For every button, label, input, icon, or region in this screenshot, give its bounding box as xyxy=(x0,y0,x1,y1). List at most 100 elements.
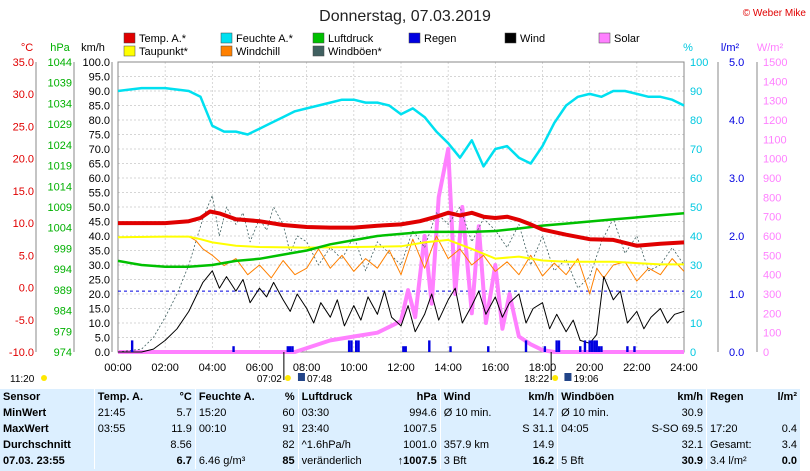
stats-cell: 5 Bft xyxy=(557,453,634,469)
legend-swatch xyxy=(220,32,233,44)
y-tick-label: 1009 xyxy=(48,202,72,214)
stats-cell: 91 xyxy=(282,423,295,435)
rain-bar xyxy=(347,340,351,352)
rain-bar xyxy=(595,340,598,352)
stats-cell: MinWert xyxy=(3,407,47,419)
x-tick-label: 24:00 xyxy=(670,362,698,374)
stats-header-cell: °C xyxy=(179,391,192,403)
y-tick-label: 50.0 xyxy=(89,202,110,214)
y-tick-label: 989 xyxy=(54,285,72,297)
y-tick-label: 0.0 xyxy=(95,347,110,359)
stats-cell: 03:30 xyxy=(297,405,383,421)
stats-cell: 1007.5 xyxy=(403,423,437,435)
y-tick-label: 10 xyxy=(690,318,702,330)
stats-cell xyxy=(439,421,509,437)
stats-cell: 3 Bft xyxy=(439,453,509,469)
axis-unit-label: l/m² xyxy=(721,42,740,54)
y-tick-label: 10.0 xyxy=(89,318,110,330)
y-tick-label: 300 xyxy=(763,289,781,301)
y-tick-label: 1400 xyxy=(763,76,787,88)
x-tick-label: 02:00 xyxy=(151,362,179,374)
legend-label: Solar xyxy=(614,33,640,45)
stats-cell: 6.7 xyxy=(176,455,192,467)
stats-cell: 15:20 xyxy=(194,405,275,421)
y-tick-label: 40.0 xyxy=(89,231,110,243)
legend-label: Windböen* xyxy=(328,46,383,58)
moon-icon xyxy=(297,373,305,381)
rain-bar xyxy=(232,346,235,352)
x-tick-label: 22:00 xyxy=(623,362,651,374)
series-line-windben xyxy=(117,194,685,353)
legend-swatch xyxy=(504,32,517,44)
stats-header-cell: km/h xyxy=(528,391,555,403)
y-tick-label: 0 xyxy=(690,347,696,359)
stats-cell: 0.4 xyxy=(781,423,797,435)
stats-header-cell: l/m² xyxy=(777,391,797,403)
series-line-luftdruck xyxy=(117,211,685,268)
y-tick-label: 984 xyxy=(54,306,72,318)
stats-cell: MaxWert xyxy=(3,423,49,435)
stats-cell: 5.7 xyxy=(176,407,192,419)
y-tick-label: 50 xyxy=(690,202,702,214)
y-tick-label: 1.0 xyxy=(729,289,744,301)
stats-row: 07.03. 23:55 6.7 6.46 g/m³ 85 veränderlich ↑1… xyxy=(0,453,800,469)
legend-swatch xyxy=(408,32,421,44)
y-tick-label: 1014 xyxy=(48,181,72,193)
stats-cell: ↑1007.5 xyxy=(397,455,437,467)
y-tick-label: 900 xyxy=(763,173,781,185)
y-tick-label: 500 xyxy=(763,250,781,262)
stats-header-row: Sensor Temp. A. °C Feuchte A.% Luftdruck hPa W… xyxy=(0,389,800,405)
stats-cell: S-SO 69.5 xyxy=(651,423,704,435)
y-tick-label: 30.0 xyxy=(89,260,110,272)
stats-cell: 00:10 xyxy=(194,421,275,437)
y-tick-label: 10.0 xyxy=(13,218,34,230)
y-tick-label: 974 xyxy=(54,347,72,359)
chart-axes: 00:00 02:00 04:00 06:00 08:00 10:00 12:00 14:00… xyxy=(9,42,788,374)
y-tick-label: 1034 xyxy=(48,98,72,110)
stats-header-cell: Feuchte A. xyxy=(194,389,275,405)
legend-swatch xyxy=(598,32,611,44)
rain-bar xyxy=(350,340,353,352)
y-tick-label: 80.0 xyxy=(89,115,110,127)
stats-header-cell: hPa xyxy=(416,391,437,403)
stats-cell: veränderlich xyxy=(297,453,383,469)
y-tick-label: 25.0 xyxy=(89,275,110,287)
legend-label: Regen xyxy=(424,33,456,45)
y-tick-label: 3.0 xyxy=(729,173,744,185)
x-tick-label: 14:00 xyxy=(434,362,462,374)
y-tick-label: 0.0 xyxy=(729,347,744,359)
y-tick-label: 55.0 xyxy=(89,188,110,200)
rain-bar xyxy=(487,346,490,352)
sun-icon xyxy=(41,375,47,381)
rain-bar xyxy=(286,346,289,352)
stats-cell: 21:45 xyxy=(93,405,160,421)
axis-unit-label: W/m² xyxy=(757,42,784,54)
stats-cell xyxy=(706,405,768,421)
rain-bar xyxy=(590,340,594,352)
stats-cell: 30.9 xyxy=(681,407,704,419)
axis-unit-label: °C xyxy=(21,42,33,54)
y-tick-label: 45.0 xyxy=(89,217,110,229)
y-tick-label: 90 xyxy=(690,86,702,98)
moonrise-time: 07:48 xyxy=(307,374,332,385)
sunset-time: 18:22 xyxy=(524,374,549,385)
plot-area xyxy=(117,61,685,354)
sun-icon xyxy=(284,375,291,381)
stats-cell: 6.46 g/m³ xyxy=(194,453,275,469)
stats-cell: Ø 10 min. xyxy=(557,405,634,421)
x-tick-label: 04:00 xyxy=(199,362,227,374)
stats-cell: 17:20 xyxy=(706,421,768,437)
y-tick-label: 1039 xyxy=(48,78,72,90)
y-tick-label: 2.0 xyxy=(729,231,744,243)
y-tick-label: 0 xyxy=(763,347,769,359)
stats-cell: 994.6 xyxy=(409,407,437,419)
stats-cell: 1001.0 xyxy=(403,439,437,451)
y-tick-label: 20.0 xyxy=(13,154,34,166)
stats-cell xyxy=(93,453,160,469)
series-line-tempa xyxy=(118,209,685,248)
y-tick-label: 65.0 xyxy=(89,159,110,171)
y-tick-label: 1004 xyxy=(48,223,72,235)
credit-label[interactable]: © Weber Mike xyxy=(743,8,807,19)
y-tick-label: 1100 xyxy=(763,134,787,146)
stats-header-cell: Regen xyxy=(706,389,768,405)
